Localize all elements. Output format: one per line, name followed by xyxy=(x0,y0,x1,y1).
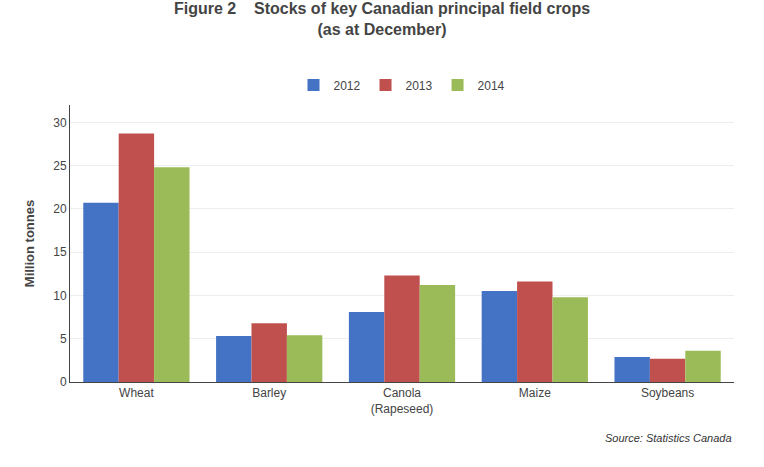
svg-text:15: 15 xyxy=(53,245,67,259)
svg-text:2012: 2012 xyxy=(334,79,361,93)
svg-text:0: 0 xyxy=(60,375,67,389)
svg-text:Figure 2 Stocks of key Cana: Figure 2 Stocks of key Canadian principa… xyxy=(174,0,590,38)
svg-text:Million tonnes: Million tonnes xyxy=(22,200,37,287)
svg-text:30: 30 xyxy=(53,116,67,130)
svg-text:Canola(Rapeseed): Canola(Rapeseed) xyxy=(371,386,434,416)
svg-text:Soybeans: Soybeans xyxy=(641,386,694,400)
svg-text:2013: 2013 xyxy=(406,79,433,93)
svg-text:Maize: Maize xyxy=(519,386,551,400)
svg-text:Barley: Barley xyxy=(252,386,286,400)
svg-text:10: 10 xyxy=(53,289,67,303)
svg-text:Source: Statistics Canada: Source: Statistics Canada xyxy=(605,432,732,444)
svg-text:Wheat: Wheat xyxy=(119,386,154,400)
svg-text:5: 5 xyxy=(60,332,67,346)
svg-text:25: 25 xyxy=(53,159,67,173)
svg-text:20: 20 xyxy=(53,202,67,216)
svg-text:2014: 2014 xyxy=(478,79,505,93)
